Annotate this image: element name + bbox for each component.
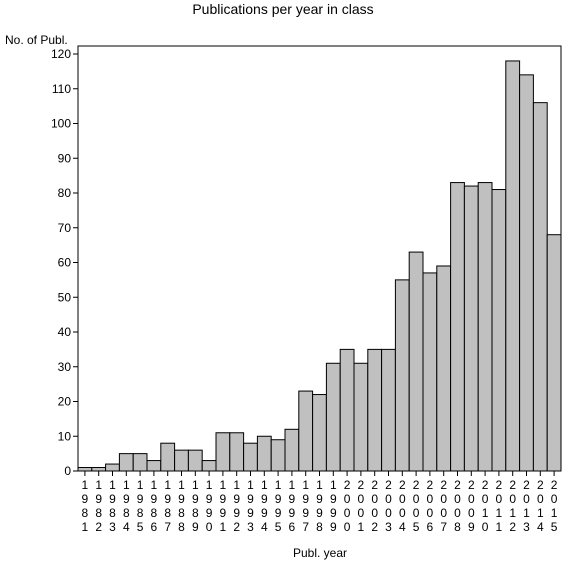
bar-2003: [381, 348, 396, 472]
y-tick-label-80: 80: [58, 186, 72, 200]
bar-1986: [146, 460, 162, 472]
bars-group: [77, 60, 562, 472]
y-tick-label-60: 60: [58, 256, 72, 270]
bar-2012: [505, 60, 521, 472]
plot-frame: [77, 45, 562, 472]
bar-1993: [243, 442, 258, 472]
y-tick-label-70: 70: [58, 221, 72, 235]
bar-1983: [105, 463, 120, 472]
y-axis-label: No. of Publ.: [5, 33, 68, 47]
chart-title: Publications per year in class: [192, 1, 373, 17]
y-tick-label-40: 40: [58, 325, 72, 339]
bar-2008: [450, 182, 465, 472]
bar-1998: [312, 394, 327, 472]
y-tick-label-110: 110: [52, 82, 71, 96]
bar-1990: [201, 460, 217, 472]
bar-2001: [353, 362, 369, 472]
bar-2000: [339, 348, 355, 472]
bar-2010: [477, 182, 493, 472]
bar-2013: [519, 74, 534, 472]
bar-1989: [187, 449, 203, 472]
bar-1988: [174, 449, 189, 472]
bar-1997: [298, 390, 314, 472]
bar-1985: [132, 453, 148, 472]
bar-2004: [394, 279, 410, 472]
bar-2011: [491, 189, 507, 472]
bar-1995: [270, 439, 286, 472]
bar-1996: [284, 428, 300, 472]
bar-1999: [325, 362, 341, 472]
bar-2002: [367, 348, 383, 472]
bar-2014: [532, 102, 548, 472]
x-axis: 1 9 8 1 1 9 8 2 1 9 8 3 1 9 8 4 1 9 8 5 1 9 8 6 1 9 8 7 1 9 8 8 1 9 8 9 1 9 9 0…: [82, 471, 558, 534]
bar-2006: [422, 272, 438, 472]
bar-1982: [91, 467, 107, 472]
bar-1984: [118, 453, 134, 472]
bar-1992: [229, 432, 245, 472]
bar-2009: [463, 185, 479, 472]
bar-1987: [160, 442, 176, 472]
y-tick-label-50: 50: [58, 290, 72, 304]
y-tick-label-100: 100: [51, 117, 71, 131]
y-tick-label-90: 90: [58, 151, 72, 165]
x-axis-label: Publ. year: [293, 546, 347, 560]
y-tick-label-30: 30: [58, 360, 72, 374]
y-tick-label-120: 120: [51, 47, 71, 61]
bar-1991: [215, 432, 231, 472]
bar-2007: [436, 265, 452, 472]
bar-2005: [408, 251, 424, 472]
bar-1981: [77, 467, 93, 472]
y-axis: 0 10 20 30 40 50 60 70 80 90 100 110 120: [51, 47, 78, 478]
bar-1994: [256, 435, 272, 472]
bar-2015: [546, 234, 562, 472]
y-tick-label-10: 10: [58, 429, 72, 443]
y-tick-label-0: 0: [64, 464, 71, 478]
y-tick-label-20: 20: [58, 395, 72, 409]
